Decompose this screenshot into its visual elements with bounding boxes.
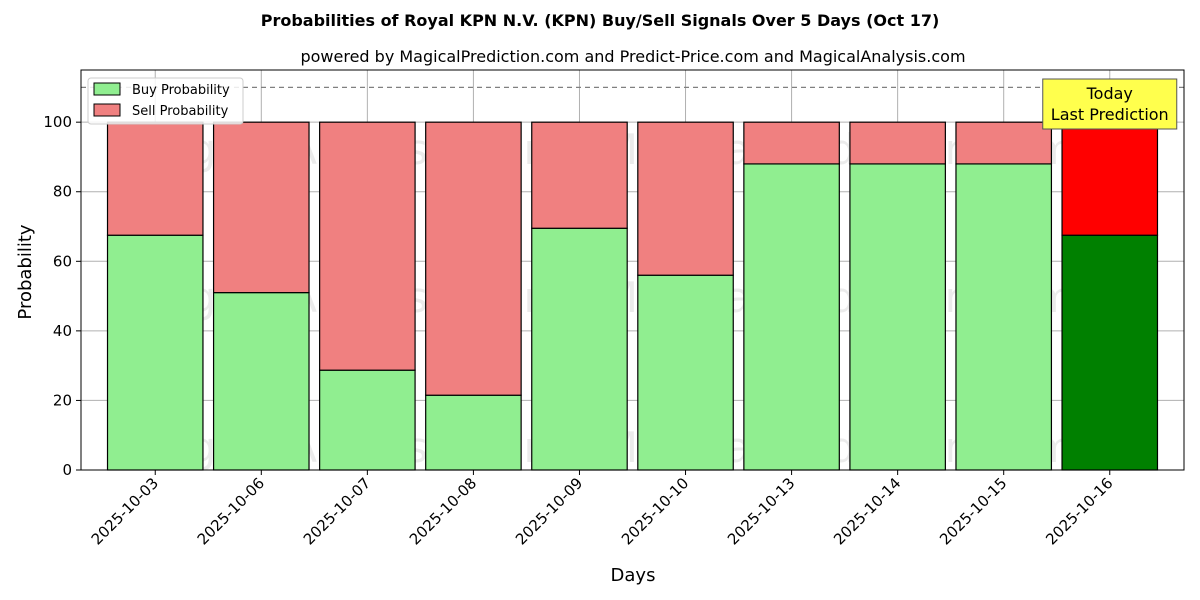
- y-tick-label: 0: [62, 461, 72, 479]
- buy-bar: [319, 369, 416, 471]
- legend-swatch-sell: [93, 103, 121, 117]
- x-tick-label: 2025-10-16: [1042, 474, 1116, 548]
- x-tick-label: 2025-10-07: [300, 474, 374, 548]
- sell-bar: [1061, 121, 1159, 236]
- buy-bar: [849, 163, 946, 471]
- buy-bar: [955, 163, 1053, 471]
- buy-bar: [743, 163, 840, 471]
- x-tick-label: 2025-10-06: [194, 474, 268, 548]
- sell-bar: [743, 121, 840, 165]
- buy-bar: [106, 234, 204, 471]
- y-tick-label: 80: [53, 183, 72, 201]
- x-tick-label: 2025-10-14: [830, 474, 904, 548]
- today-annotation-box: [1042, 78, 1178, 130]
- today-annotation-line1: Today: [1086, 84, 1133, 103]
- sell-bar: [425, 121, 522, 396]
- buy-bar: [637, 274, 734, 471]
- x-tick-label: 2025-10-13: [724, 474, 798, 548]
- sell-bar: [212, 121, 310, 294]
- plot-frame: [80, 69, 1185, 471]
- sell-bar: [531, 121, 628, 229]
- y-tick-label: 40: [53, 322, 72, 340]
- y-tick-label: 60: [53, 252, 72, 270]
- legend-label-buy: Buy Probability: [132, 83, 230, 98]
- y-tick-label: 100: [43, 113, 72, 131]
- y-tick-label: 20: [53, 391, 72, 409]
- buy-bar: [531, 227, 628, 471]
- buy-bar: [212, 292, 310, 471]
- sell-bar: [106, 121, 204, 236]
- x-tick-label: 2025-10-10: [618, 474, 692, 548]
- sell-bar: [319, 121, 416, 371]
- y-axis-label: Probability: [15, 224, 36, 319]
- legend-label-sell: Sell Probability: [132, 104, 229, 119]
- chart-title: Probabilities of Royal KPN N.V. (KPN) Bu…: [261, 11, 940, 30]
- x-tick-label: 2025-10-15: [936, 474, 1010, 548]
- legend-box: [87, 77, 244, 125]
- x-axis-label: Days: [611, 565, 656, 586]
- buy-bar: [1061, 234, 1159, 471]
- sell-bar: [637, 121, 734, 276]
- buy-bar: [425, 394, 522, 471]
- sell-bar: [849, 121, 946, 165]
- sell-bar: [955, 121, 1053, 165]
- x-tick-label: 2025-10-09: [512, 474, 586, 548]
- x-tick-label: 2025-10-03: [88, 474, 162, 548]
- x-tick-label: 2025-10-08: [406, 474, 480, 548]
- today-annotation-line2: Last Prediction: [1051, 105, 1169, 124]
- legend-swatch-buy: [93, 82, 121, 96]
- chart-subtitle: powered by MagicalPrediction.com and Pre…: [300, 47, 965, 66]
